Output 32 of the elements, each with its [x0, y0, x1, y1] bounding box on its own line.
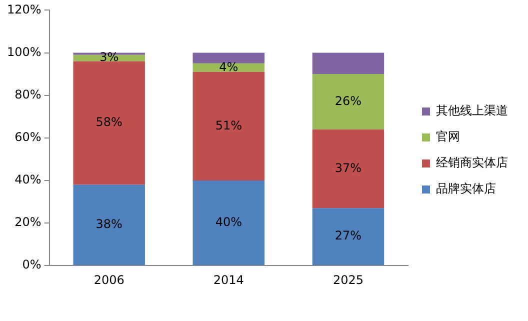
- bar: [73, 184, 145, 266]
- bar: [312, 208, 384, 266]
- data-label: 4%: [219, 60, 238, 74]
- y-tick-label: 80%: [14, 87, 42, 102]
- legend-label: 品牌实体店: [436, 182, 496, 196]
- data-label: 58%: [96, 115, 122, 130]
- bar: [73, 61, 145, 185]
- data-label: 3%: [100, 50, 119, 64]
- y-tick-label: 20%: [14, 215, 42, 230]
- data-label: 38%: [96, 217, 122, 232]
- y-tick-label: 40%: [14, 172, 42, 187]
- data-label: 27%: [334, 228, 362, 243]
- data-label: 37%: [334, 160, 362, 175]
- y-tick-label: 120%: [6, 2, 42, 16]
- bar: [192, 52, 265, 64]
- y-tick-label: 0%: [22, 258, 42, 272]
- legend-label: 官网: [436, 130, 460, 144]
- legend-label: 经销商实体店: [436, 156, 508, 170]
- bar: [312, 52, 384, 74]
- x-tick-label: 2006: [94, 272, 124, 287]
- bar: [192, 72, 265, 180]
- legend-label: 其他线上渠道: [436, 104, 508, 118]
- y-tick-label: 100%: [6, 44, 42, 59]
- data-label: 26%: [334, 94, 362, 108]
- bar: [312, 129, 384, 208]
- data-label: 51%: [215, 118, 242, 132]
- y-tick-label: 60%: [14, 130, 42, 144]
- data-label: 40%: [215, 214, 242, 229]
- x-tick-label: 2014: [213, 272, 244, 287]
- x-tick-label: 2025: [332, 272, 364, 287]
- bar: [192, 180, 265, 266]
- bar: [312, 74, 384, 130]
